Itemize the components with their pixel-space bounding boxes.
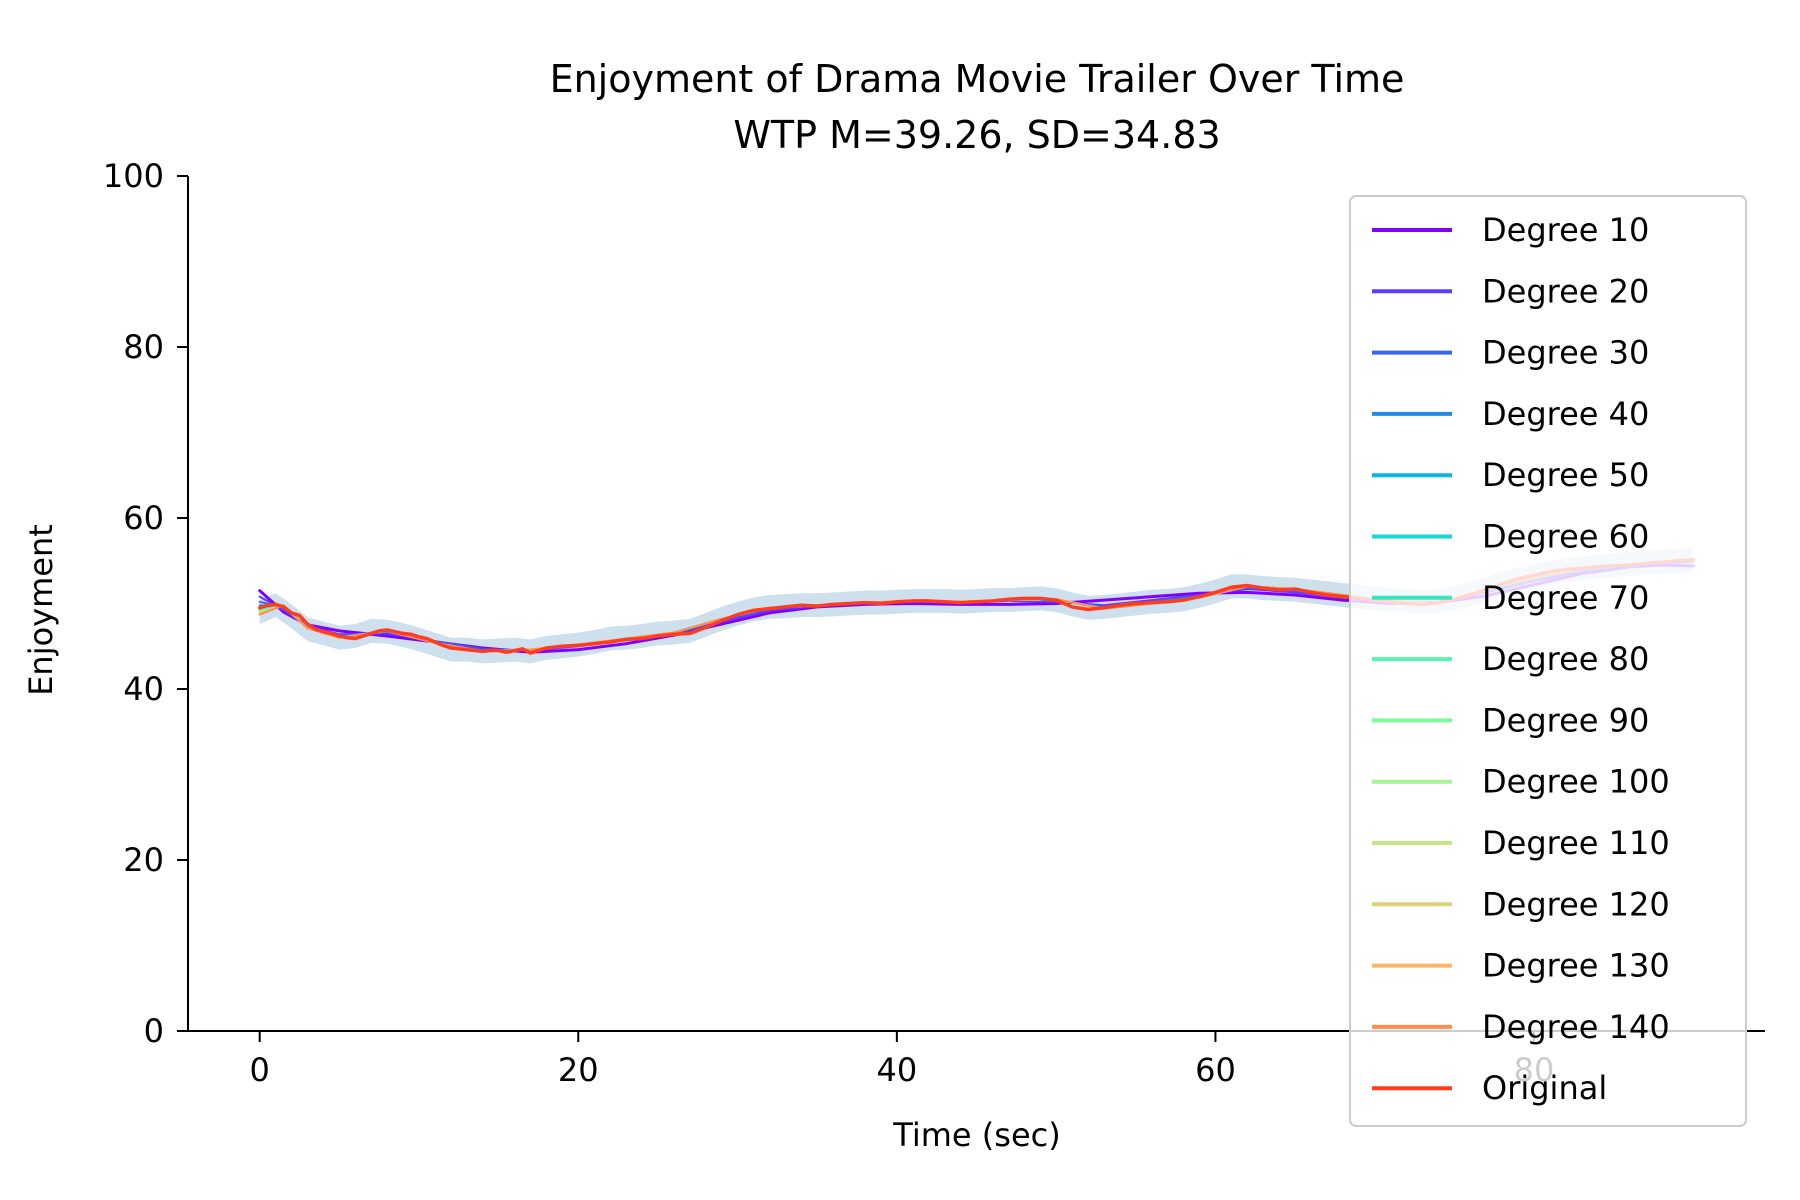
legend-label: Degree 60	[1482, 518, 1649, 556]
legend-label: Degree 40	[1482, 395, 1649, 433]
y-tick-label: 40	[123, 670, 164, 708]
x-axis-label: Time (sec)	[892, 1116, 1060, 1154]
legend-label: Degree 90	[1482, 701, 1649, 739]
x-tick-label: 20	[558, 1051, 599, 1089]
y-tick-label: 100	[103, 157, 164, 195]
y-axis-label: Enjoyment	[22, 524, 60, 696]
legend-label: Original	[1482, 1069, 1607, 1107]
chart-subtitle: WTP M=39.26, SD=34.83	[733, 113, 1220, 157]
legend: Degree 10 Degree 20 Degree 30 Degree 40 Degr…	[1349, 195, 1747, 1127]
chart-title: Enjoyment of Drama Movie Trailer Over Ti…	[550, 57, 1405, 101]
legend-frame	[1349, 195, 1747, 1127]
legend-label: Degree 50	[1482, 456, 1649, 494]
legend-label: Degree 120	[1482, 885, 1670, 923]
y-tick-label: 0	[144, 1012, 164, 1050]
y-tick-label: 60	[123, 499, 164, 537]
legend-label: Degree 110	[1482, 824, 1670, 862]
legend-label: Degree 130	[1482, 947, 1670, 985]
axis-ticks: 020406080100020406080	[103, 157, 1554, 1089]
legend-label: Degree 10	[1482, 211, 1649, 249]
legend-label: Degree 20	[1482, 272, 1649, 310]
legend-label: Degree 100	[1482, 763, 1670, 801]
y-tick-label: 80	[123, 328, 164, 366]
x-tick-label: 60	[1195, 1051, 1236, 1089]
y-tick-label: 20	[123, 841, 164, 879]
legend-label: Degree 80	[1482, 640, 1649, 678]
x-tick-label: 0	[250, 1051, 270, 1089]
legend-label: Degree 70	[1482, 579, 1649, 617]
x-tick-label: 40	[876, 1051, 917, 1089]
legend-label: Degree 140	[1482, 1008, 1670, 1046]
legend-label: Degree 30	[1482, 334, 1649, 372]
